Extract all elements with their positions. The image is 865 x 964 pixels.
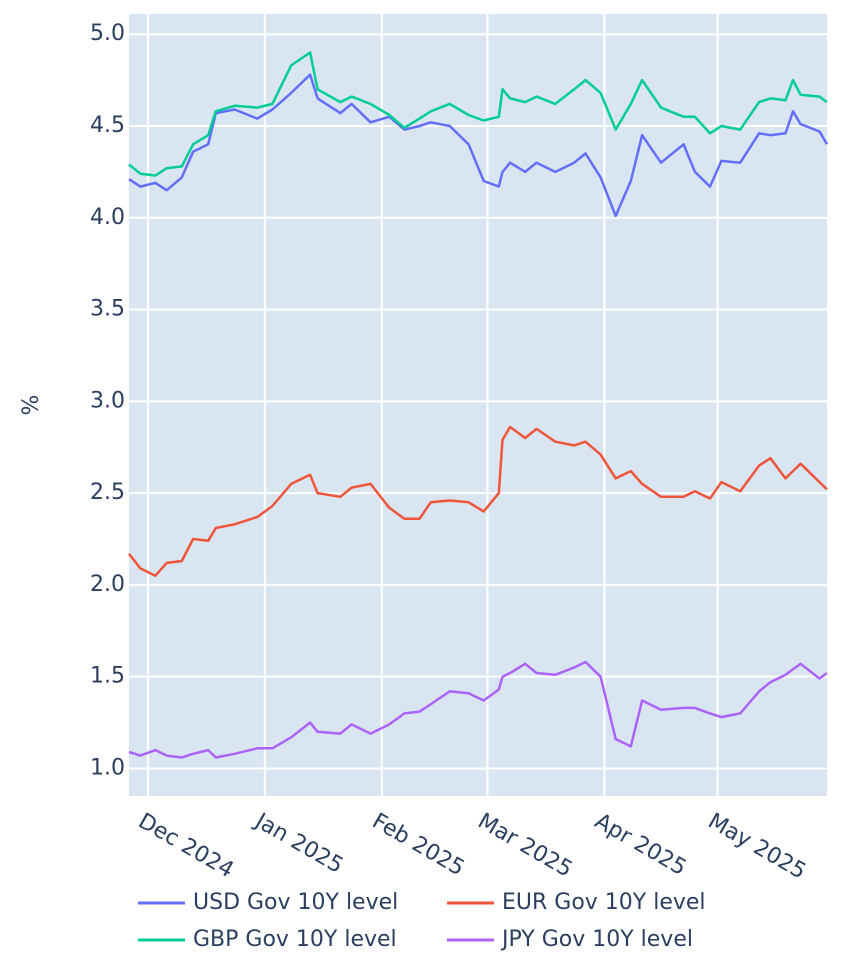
y-tick-label: 3.5 xyxy=(90,297,125,322)
legend-label: GBP Gov 10Y level xyxy=(193,927,397,952)
series-line xyxy=(128,425,828,577)
x-tick-label: Dec 2024 xyxy=(134,809,238,883)
y-tick-label: 2.5 xyxy=(90,480,125,505)
y-tick-label: 4.5 xyxy=(90,113,125,138)
series-line xyxy=(128,51,828,177)
x-tick-label: Apr 2025 xyxy=(590,809,690,881)
series-line xyxy=(128,660,828,759)
y-tick-label: 5.0 xyxy=(90,21,125,46)
legend-label: EUR Gov 10Y level xyxy=(502,890,706,915)
y-tick-label: 1.0 xyxy=(90,755,125,780)
y-tick-label: 2.0 xyxy=(90,572,125,597)
plot-area xyxy=(129,14,827,796)
x-tick-label: May 2025 xyxy=(704,809,810,885)
series-line xyxy=(128,73,829,218)
legend-label: USD Gov 10Y level xyxy=(193,890,398,915)
x-tick-label: Jan 2025 xyxy=(249,808,347,879)
y-tick-label: 1.5 xyxy=(90,664,125,689)
y-tick-label: 3.0 xyxy=(90,388,125,413)
x-tick-label: Mar 2025 xyxy=(473,809,576,883)
y-axis-label: % xyxy=(19,395,44,416)
x-tick-label: Feb 2025 xyxy=(368,809,469,882)
y-tick-label: 4.0 xyxy=(90,205,125,230)
legend-label: JPY Gov 10Y level xyxy=(500,927,693,952)
